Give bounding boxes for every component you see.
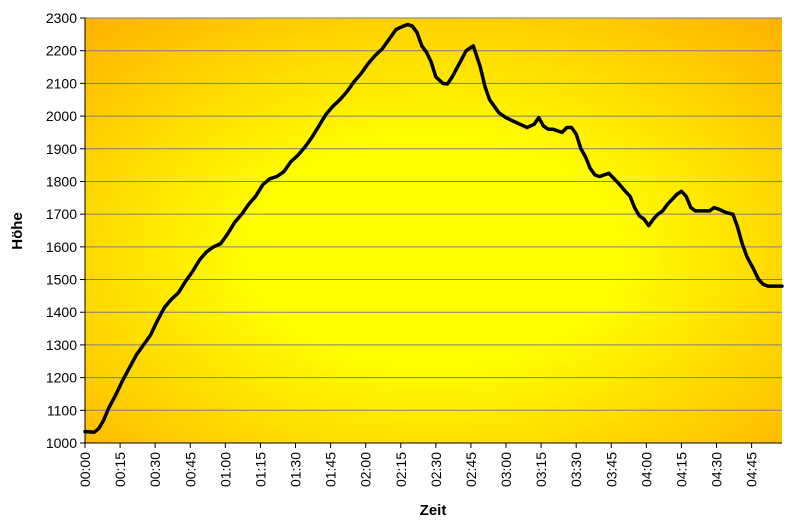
x-tick-label: 04:15 xyxy=(673,452,689,487)
plot-area xyxy=(85,18,782,443)
x-tick-label: 04:30 xyxy=(709,452,725,487)
y-tick-label: 1700 xyxy=(46,206,77,222)
y-axis-ticks: 1000 1100 1200 1300 1400 1500 1600 1700 1800 1900… xyxy=(46,10,85,451)
x-axis-ticks: 00:00 00:15 00:30 00:45 01:00 01:15 01:30 01:45… xyxy=(77,443,760,487)
y-tick-label: 1800 xyxy=(46,173,77,189)
series-line xyxy=(83,22,784,434)
x-tick-label: 00:00 xyxy=(77,452,93,487)
y-axis-title: Höhe xyxy=(9,212,26,250)
y-tick-label: 2100 xyxy=(46,75,77,91)
x-tick-label: 02:45 xyxy=(463,452,479,487)
x-tick-label: 03:15 xyxy=(533,452,549,487)
x-tick-label: 01:00 xyxy=(217,452,233,487)
x-tick-label: 00:45 xyxy=(182,452,198,487)
x-axis-title: Zeit xyxy=(420,502,447,519)
x-tick-label: 01:30 xyxy=(288,452,304,487)
y-tick-label: 2000 xyxy=(46,108,77,124)
y-tick-label: 2300 xyxy=(46,10,77,26)
y-tick-label: 1000 xyxy=(46,435,77,451)
x-tick-label: 01:45 xyxy=(323,452,339,487)
x-tick-label: 00:15 xyxy=(112,452,128,487)
x-tick-label: 03:00 xyxy=(498,452,514,487)
grid-lines xyxy=(85,17,782,411)
x-tick-label: 02:15 xyxy=(393,452,409,487)
y-tick-label: 1500 xyxy=(46,272,77,288)
x-tick-label: 03:45 xyxy=(603,452,619,487)
y-tick-label: 1300 xyxy=(46,337,77,353)
y-tick-label: 1100 xyxy=(47,402,77,418)
y-tick-label: 1400 xyxy=(46,304,77,320)
x-tick-label: 01:15 xyxy=(252,452,268,487)
y-tick-label: 1200 xyxy=(46,370,77,386)
y-tick-label: 1900 xyxy=(46,141,77,157)
x-tick-label: 00:30 xyxy=(147,452,163,487)
x-tick-label: 02:30 xyxy=(428,452,444,487)
x-tick-label: 04:45 xyxy=(744,452,760,487)
y-tick-label: 1600 xyxy=(46,239,77,255)
x-tick-label: 03:30 xyxy=(568,452,584,487)
x-tick-label: 02:00 xyxy=(358,452,374,487)
y-tick-label: 2200 xyxy=(46,43,77,59)
x-tick-label: 04:00 xyxy=(638,452,654,487)
